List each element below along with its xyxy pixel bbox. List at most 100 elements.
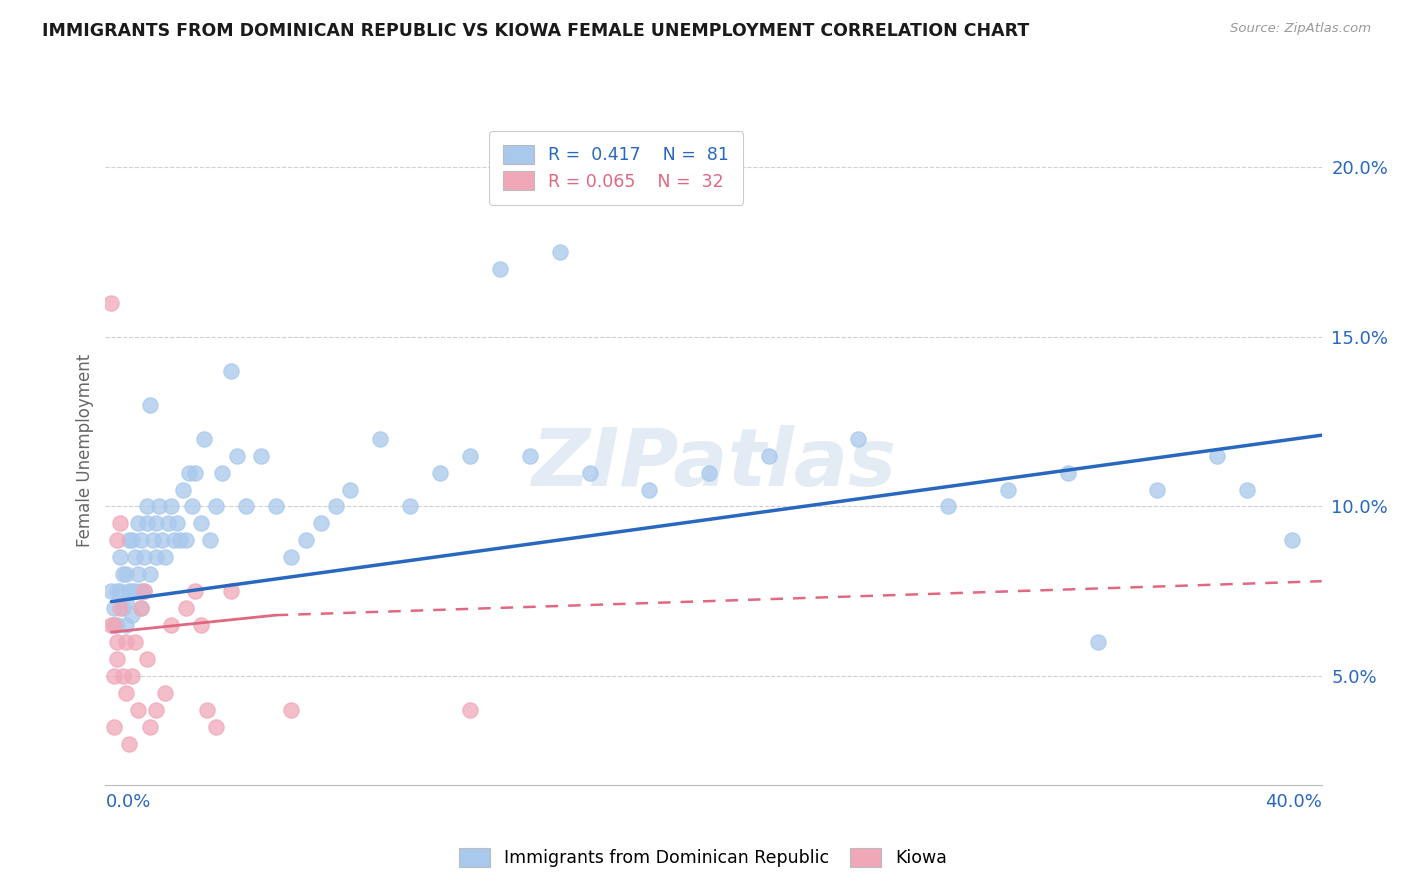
Point <box>127 703 149 717</box>
Point <box>112 601 135 615</box>
Point <box>1281 533 1303 548</box>
Point <box>115 686 138 700</box>
Point <box>163 533 186 548</box>
Point <box>179 466 201 480</box>
Point <box>134 584 156 599</box>
Point <box>118 584 141 599</box>
Point <box>758 449 780 463</box>
Point <box>112 669 135 683</box>
Point <box>174 601 197 615</box>
Point <box>936 500 959 514</box>
Point <box>181 500 204 514</box>
Point <box>103 601 125 615</box>
Point <box>195 703 218 717</box>
Point <box>219 364 242 378</box>
Point <box>205 720 228 734</box>
Point <box>370 432 392 446</box>
Point <box>848 432 870 446</box>
Point <box>115 567 138 582</box>
Point <box>211 466 233 480</box>
Point <box>548 244 571 259</box>
Point <box>578 466 600 480</box>
Point <box>127 516 149 531</box>
Point <box>250 449 273 463</box>
Point <box>638 483 661 497</box>
Point <box>103 669 125 683</box>
Point <box>157 516 180 531</box>
Point <box>697 466 720 480</box>
Point <box>519 449 541 463</box>
Point <box>100 584 122 599</box>
Point <box>107 533 129 548</box>
Point <box>107 618 129 632</box>
Point <box>131 533 153 548</box>
Y-axis label: Female Unemployment: Female Unemployment <box>76 354 94 547</box>
Point <box>124 635 146 649</box>
Point <box>118 737 141 751</box>
Point <box>121 608 143 623</box>
Point <box>139 398 162 412</box>
Point <box>145 703 167 717</box>
Point <box>997 483 1019 497</box>
Point <box>235 500 257 514</box>
Point <box>280 550 302 565</box>
Point <box>1206 449 1229 463</box>
Point <box>294 533 316 548</box>
Point <box>115 635 138 649</box>
Point <box>107 652 129 666</box>
Point <box>110 516 132 531</box>
Point <box>205 500 228 514</box>
Point <box>169 533 191 548</box>
Point <box>131 601 153 615</box>
Point <box>121 584 143 599</box>
Point <box>142 533 165 548</box>
Point <box>139 567 162 582</box>
Point <box>110 550 132 565</box>
Text: 40.0%: 40.0% <box>1265 793 1322 811</box>
Point <box>148 500 170 514</box>
Point <box>160 500 183 514</box>
Point <box>110 584 132 599</box>
Point <box>100 618 122 632</box>
Point <box>166 516 188 531</box>
Point <box>160 618 183 632</box>
Point <box>184 584 207 599</box>
Point <box>115 618 138 632</box>
Point <box>184 466 207 480</box>
Point <box>219 584 242 599</box>
Point <box>264 500 287 514</box>
Point <box>103 618 125 632</box>
Point <box>198 533 221 548</box>
Point <box>145 550 167 565</box>
Point <box>280 703 302 717</box>
Point <box>110 601 132 615</box>
Text: IMMIGRANTS FROM DOMINICAN REPUBLIC VS KIOWA FEMALE UNEMPLOYMENT CORRELATION CHAR: IMMIGRANTS FROM DOMINICAN REPUBLIC VS KI… <box>42 22 1029 40</box>
Point <box>118 533 141 548</box>
Point <box>112 567 135 582</box>
Legend: R =  0.417    N =  81, R = 0.065    N =  32: R = 0.417 N = 81, R = 0.065 N = 32 <box>489 131 744 204</box>
Text: Source: ZipAtlas.com: Source: ZipAtlas.com <box>1230 22 1371 36</box>
Point <box>190 516 212 531</box>
Point <box>121 669 143 683</box>
Point <box>339 483 361 497</box>
Point <box>131 584 153 599</box>
Point <box>155 550 177 565</box>
Point <box>458 449 481 463</box>
Point <box>458 703 481 717</box>
Point <box>1087 635 1109 649</box>
Point <box>325 500 347 514</box>
Text: 0.0%: 0.0% <box>105 793 150 811</box>
Point <box>127 567 149 582</box>
Point <box>155 686 177 700</box>
Point <box>136 516 159 531</box>
Point <box>139 720 162 734</box>
Point <box>121 533 143 548</box>
Text: ZIPatlas: ZIPatlas <box>531 425 896 503</box>
Point <box>100 295 122 310</box>
Point <box>103 618 125 632</box>
Point <box>193 432 215 446</box>
Point <box>429 466 451 480</box>
Point <box>134 550 156 565</box>
Point <box>115 594 138 608</box>
Point <box>131 601 153 615</box>
